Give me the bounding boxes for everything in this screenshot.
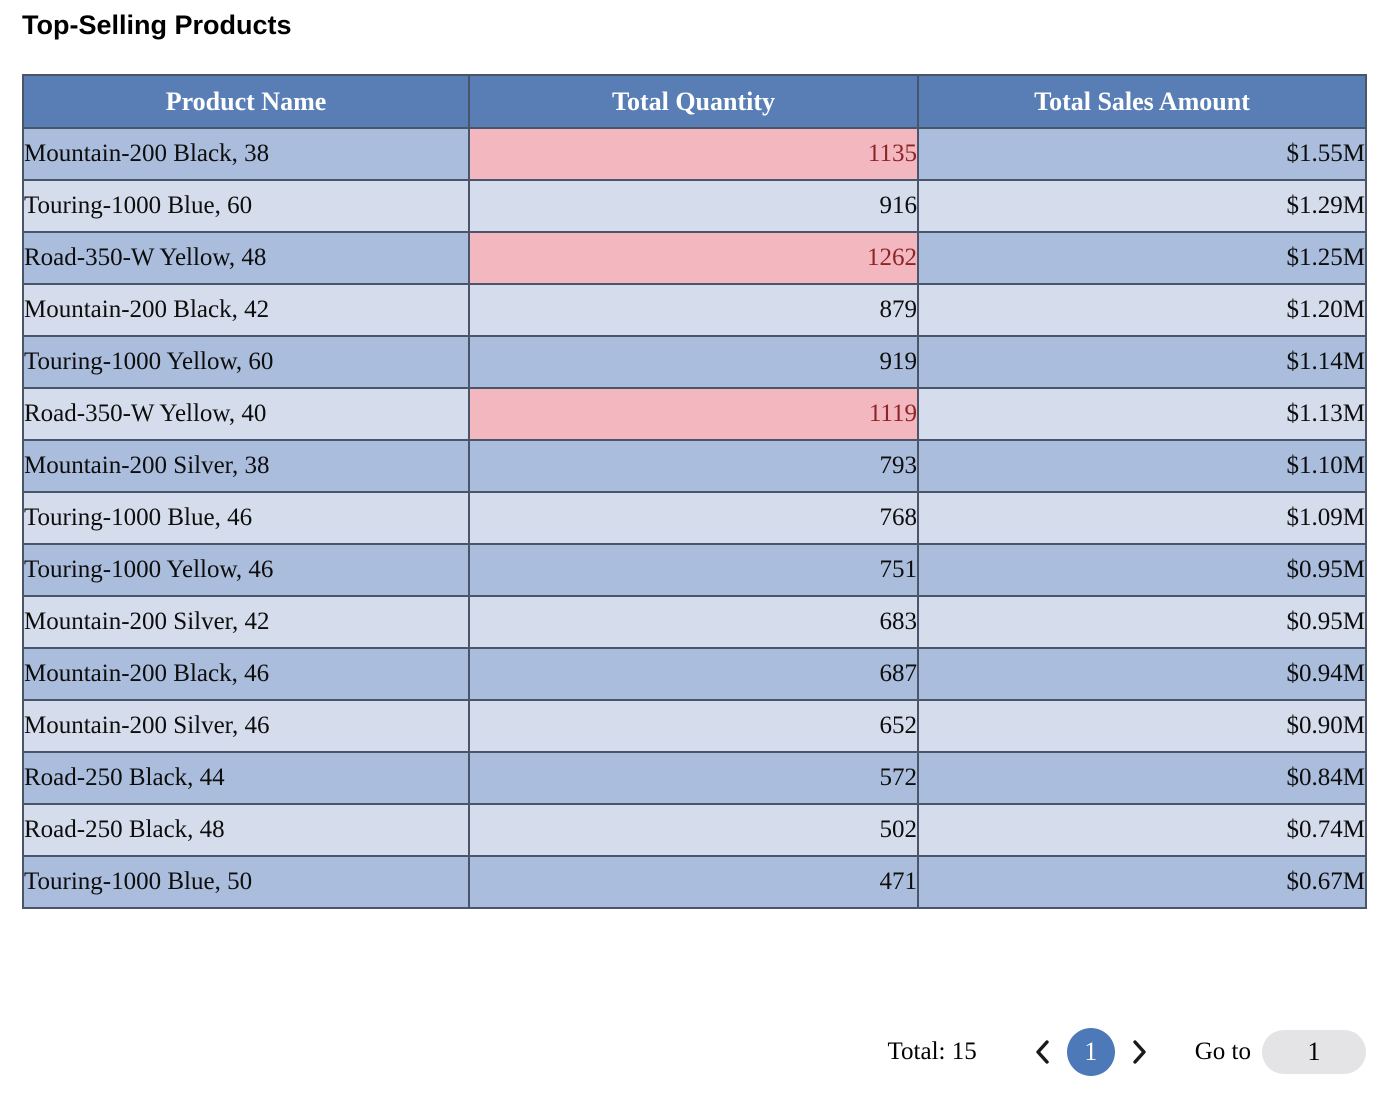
product-name-cell: Mountain-200 Black, 46 bbox=[22, 647, 470, 701]
table-row: Mountain-200 Silver, 42 683 $0.95M bbox=[22, 595, 1367, 649]
chevron-left-icon bbox=[1036, 1040, 1049, 1064]
total-sales-cell: $1.09M bbox=[917, 491, 1367, 545]
header-row: Product Name Total Quantity Total Sales … bbox=[22, 74, 1367, 129]
product-name-cell: Mountain-200 Black, 42 bbox=[22, 283, 470, 337]
table-row: Road-250 Black, 48 502 $0.74M bbox=[22, 803, 1367, 857]
prev-page-button[interactable] bbox=[1033, 1028, 1053, 1076]
page-title: Top-Selling Products bbox=[22, 10, 292, 40]
product-name-cell: Touring-1000 Blue, 60 bbox=[22, 179, 470, 233]
product-name-cell: Mountain-200 Silver, 46 bbox=[22, 699, 470, 753]
table-row: Touring-1000 Yellow, 46 751 $0.95M bbox=[22, 543, 1367, 597]
table-row: Road-350-W Yellow, 40 1119 $1.13M bbox=[22, 387, 1367, 441]
product-name-cell: Road-250 Black, 44 bbox=[22, 751, 470, 805]
column-header-total-quantity: Total Quantity bbox=[468, 74, 919, 129]
total-sales-cell: $0.74M bbox=[917, 803, 1367, 857]
total-sales-cell: $1.14M bbox=[917, 335, 1367, 389]
total-quantity-cell: 683 bbox=[468, 595, 919, 649]
total-sales-cell: $0.67M bbox=[917, 855, 1367, 909]
table-row: Touring-1000 Blue, 50 471 $0.67M bbox=[22, 855, 1367, 909]
product-name-cell: Mountain-200 Silver, 38 bbox=[22, 439, 470, 493]
total-quantity-cell: 502 bbox=[468, 803, 919, 857]
table-row: Touring-1000 Yellow, 60 919 $1.14M bbox=[22, 335, 1367, 389]
page-1-button[interactable]: 1 bbox=[1066, 1028, 1115, 1076]
table-row: Touring-1000 Blue, 60 916 $1.29M bbox=[22, 179, 1367, 233]
table-row: Mountain-200 Black, 38 1135 $1.55M bbox=[22, 127, 1367, 181]
product-name-cell: Road-350-W Yellow, 48 bbox=[22, 231, 470, 285]
table-row: Mountain-200 Silver, 38 793 $1.10M bbox=[22, 439, 1367, 493]
total-quantity-cell: 1135 bbox=[468, 127, 919, 181]
table-row: Mountain-200 Silver, 46 652 $0.90M bbox=[22, 699, 1367, 753]
total-quantity-cell: 768 bbox=[468, 491, 919, 545]
table-row: Road-250 Black, 44 572 $0.84M bbox=[22, 751, 1367, 805]
column-header-product-name: Product Name bbox=[22, 74, 470, 129]
total-sales-cell: $0.90M bbox=[917, 699, 1367, 753]
total-sales-cell: $1.10M bbox=[917, 439, 1367, 493]
total-quantity-cell: 793 bbox=[468, 439, 919, 493]
column-header-total-sales-amount: Total Sales Amount bbox=[917, 74, 1367, 129]
chevron-right-icon bbox=[1133, 1040, 1146, 1064]
top-selling-products-table: Product Name Total Quantity Total Sales … bbox=[22, 74, 1367, 909]
total-quantity-cell: 687 bbox=[468, 647, 919, 701]
table-row: Mountain-200 Black, 42 879 $1.20M bbox=[22, 283, 1367, 337]
table-header: Product Name Total Quantity Total Sales … bbox=[22, 74, 1367, 129]
pagination: Total: 15 1 Go to bbox=[888, 1028, 1366, 1076]
goto-page-input[interactable] bbox=[1262, 1030, 1366, 1074]
total-quantity-cell: 471 bbox=[468, 855, 919, 909]
product-name-cell: Touring-1000 Blue, 46 bbox=[22, 491, 470, 545]
total-quantity-cell: 652 bbox=[468, 699, 919, 753]
total-sales-cell: $0.84M bbox=[917, 751, 1367, 805]
product-name-cell: Mountain-200 Silver, 42 bbox=[22, 595, 470, 649]
product-name-cell: Road-350-W Yellow, 40 bbox=[22, 387, 470, 441]
product-name-cell: Touring-1000 Yellow, 60 bbox=[22, 335, 470, 389]
pagination-total-label: Total: 15 bbox=[887, 1038, 977, 1065]
table-row: Mountain-200 Black, 46 687 $0.94M bbox=[22, 647, 1367, 701]
total-sales-cell: $0.95M bbox=[917, 543, 1367, 597]
product-name-cell: Touring-1000 Blue, 50 bbox=[22, 855, 470, 909]
total-sales-cell: $0.94M bbox=[917, 647, 1367, 701]
table-body: Mountain-200 Black, 38 1135 $1.55M Touring-… bbox=[22, 127, 1367, 909]
total-sales-cell: $1.55M bbox=[917, 127, 1367, 181]
total-sales-cell: $1.29M bbox=[917, 179, 1367, 233]
total-quantity-cell: 1262 bbox=[468, 231, 919, 285]
table-row: Touring-1000 Blue, 46 768 $1.09M bbox=[22, 491, 1367, 545]
total-quantity-cell: 1119 bbox=[468, 387, 919, 441]
total-quantity-cell: 879 bbox=[468, 283, 919, 337]
total-quantity-cell: 919 bbox=[468, 335, 919, 389]
product-name-cell: Mountain-200 Black, 38 bbox=[22, 127, 470, 181]
total-sales-cell: $0.95M bbox=[917, 595, 1367, 649]
next-page-button[interactable] bbox=[1129, 1028, 1149, 1076]
total-quantity-cell: 751 bbox=[468, 543, 919, 597]
total-sales-cell: $1.25M bbox=[917, 231, 1367, 285]
total-quantity-cell: 916 bbox=[468, 179, 919, 233]
total-sales-cell: $1.13M bbox=[917, 387, 1367, 441]
product-name-cell: Road-250 Black, 48 bbox=[22, 803, 470, 857]
product-name-cell: Touring-1000 Yellow, 46 bbox=[22, 543, 470, 597]
table-row: Road-350-W Yellow, 48 1262 $1.25M bbox=[22, 231, 1367, 285]
goto-label: Go to bbox=[1194, 1038, 1251, 1065]
total-quantity-cell: 572 bbox=[468, 751, 919, 805]
total-sales-cell: $1.20M bbox=[917, 283, 1367, 337]
